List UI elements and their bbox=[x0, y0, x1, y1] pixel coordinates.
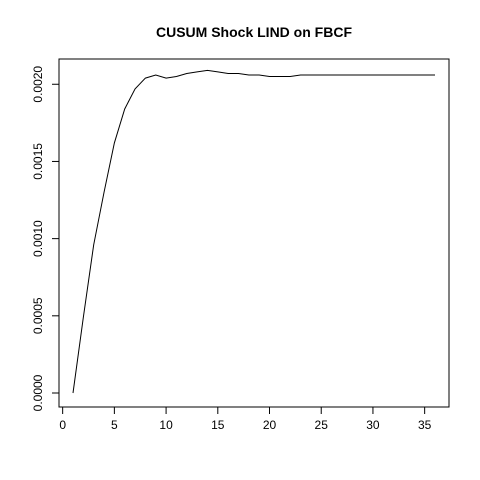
y-tick-label: 0.0005 bbox=[31, 297, 45, 334]
y-tick-label: 0.0010 bbox=[31, 220, 45, 257]
x-tick-label: 10 bbox=[159, 418, 173, 432]
chart-title: CUSUM Shock LIND on FBCF bbox=[156, 24, 352, 40]
x-tick-label: 20 bbox=[263, 418, 277, 432]
x-tick-label: 0 bbox=[59, 418, 66, 432]
x-tick-label: 15 bbox=[211, 418, 225, 432]
y-axis: 0.0000 0.0005 0.0010 0.0015 0.0020 bbox=[31, 66, 60, 411]
y-tick-label: 0.0015 bbox=[31, 143, 45, 180]
series-line bbox=[72, 69, 435, 394]
x-tick-label: 30 bbox=[366, 418, 380, 432]
x-axis: 0 5 10 15 20 25 30 35 bbox=[59, 406, 432, 432]
plot-frame bbox=[58, 58, 450, 408]
y-tick-label: 0.0000 bbox=[31, 374, 45, 411]
x-tick-label: 5 bbox=[111, 418, 118, 432]
y-tick-label: 0.0020 bbox=[31, 66, 45, 103]
x-tick-label: 25 bbox=[315, 418, 329, 432]
x-tick-label: 35 bbox=[418, 418, 432, 432]
